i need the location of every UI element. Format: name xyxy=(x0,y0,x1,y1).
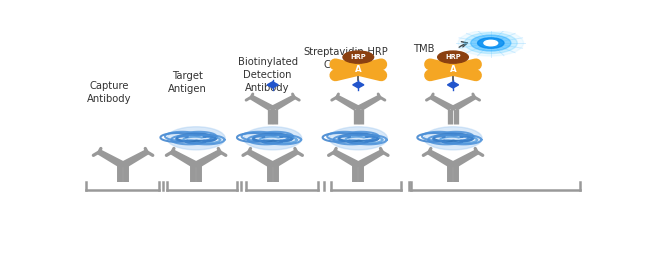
Circle shape xyxy=(437,51,469,63)
Circle shape xyxy=(329,127,387,150)
Polygon shape xyxy=(447,82,459,88)
Text: Biotinylated
Detection
Antibody: Biotinylated Detection Antibody xyxy=(238,57,298,93)
Circle shape xyxy=(484,40,498,46)
Text: HRP: HRP xyxy=(350,54,366,60)
Polygon shape xyxy=(267,82,278,88)
Text: Target
Antigen: Target Antigen xyxy=(168,71,207,94)
Circle shape xyxy=(464,32,517,54)
Text: HRP: HRP xyxy=(445,54,461,60)
Text: TMB: TMB xyxy=(413,44,435,54)
Text: A: A xyxy=(450,65,456,74)
Circle shape xyxy=(424,127,482,150)
Circle shape xyxy=(244,127,302,150)
Circle shape xyxy=(167,127,225,150)
Text: Capture
Antibody: Capture Antibody xyxy=(86,81,131,104)
Circle shape xyxy=(343,51,374,63)
Circle shape xyxy=(471,35,511,51)
Text: A: A xyxy=(355,65,361,74)
Circle shape xyxy=(478,38,504,48)
Text: Streptavidin-HRP
Complex: Streptavidin-HRP Complex xyxy=(304,47,388,70)
Polygon shape xyxy=(353,82,364,88)
Circle shape xyxy=(458,30,524,56)
